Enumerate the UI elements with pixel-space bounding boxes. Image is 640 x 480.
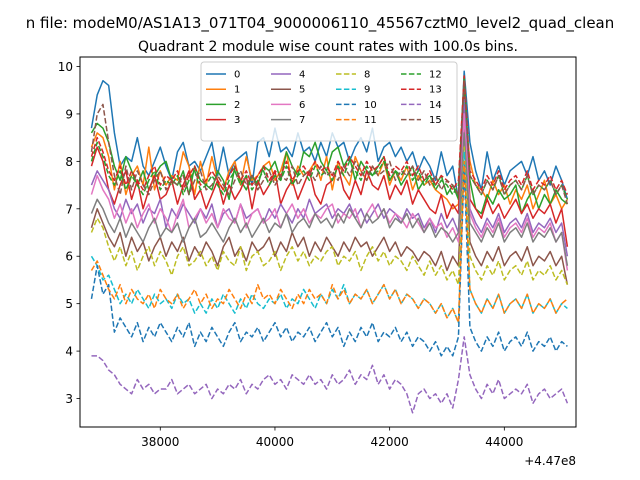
- series-line-7: [90, 132, 569, 266]
- x-tick-label: 44000: [485, 435, 523, 449]
- series-lines-layer: [90, 70, 569, 414]
- y-axis: 3 4 5 6 7 8 9 10: [58, 60, 80, 406]
- series-line-10: [90, 165, 568, 357]
- legend-label-14: 14: [429, 100, 442, 111]
- legend-label-6: 6: [299, 100, 305, 111]
- series-line-4: [90, 98, 569, 257]
- x-axis-offset-label: +4.47e8: [524, 454, 576, 468]
- x-tick-label: 40000: [256, 435, 294, 449]
- plot-area-frame: [79, 56, 577, 428]
- series-line-6: [90, 113, 569, 271]
- y-tick-label: 7: [65, 202, 73, 216]
- chart-title: Quadrant 2 module wise count rates with …: [138, 39, 518, 55]
- legend-label-0: 0: [234, 70, 240, 81]
- legend-label-5: 5: [299, 85, 305, 96]
- x-tick-label: 42000: [371, 435, 409, 449]
- series-line-8: [90, 146, 569, 286]
- series-line-14: [91, 336, 569, 414]
- legend-label-9: 9: [364, 85, 370, 96]
- legend-label-12: 12: [429, 70, 442, 81]
- legend-label-2: 2: [234, 100, 240, 111]
- legend-label-13: 13: [429, 85, 442, 96]
- legend-label-15: 15: [429, 115, 442, 126]
- y-tick-label: 8: [65, 155, 73, 169]
- legend-label-3: 3: [234, 115, 240, 126]
- legend-frame: [200, 61, 458, 142]
- legend-label-11: 11: [364, 115, 377, 126]
- series-line-2: [90, 75, 568, 215]
- legend-label-4: 4: [299, 70, 305, 81]
- series-line-11: [90, 160, 568, 324]
- legend-label-1: 1: [234, 85, 240, 96]
- x-tick-label: 38000: [141, 435, 179, 449]
- y-tick-label: 4: [65, 345, 73, 359]
- legend-label-7: 7: [299, 115, 305, 126]
- series-line-13: [90, 75, 569, 195]
- y-tick-label: 3: [65, 392, 73, 406]
- y-tick-label: 10: [58, 60, 73, 74]
- x-axis: 38000 40000 42000 44000: [141, 427, 523, 449]
- legend-label-10: 10: [364, 100, 377, 111]
- figure-suptitle: n file: modeM0/AS1A13_071T04_9000006110_…: [26, 14, 615, 33]
- y-tick-label: 9: [65, 107, 73, 121]
- series-line-5: [90, 122, 569, 285]
- series-line-15: [90, 79, 569, 205]
- legend-label-8: 8: [364, 70, 370, 81]
- y-tick-label: 5: [65, 297, 73, 311]
- y-tick-label: 6: [65, 250, 73, 264]
